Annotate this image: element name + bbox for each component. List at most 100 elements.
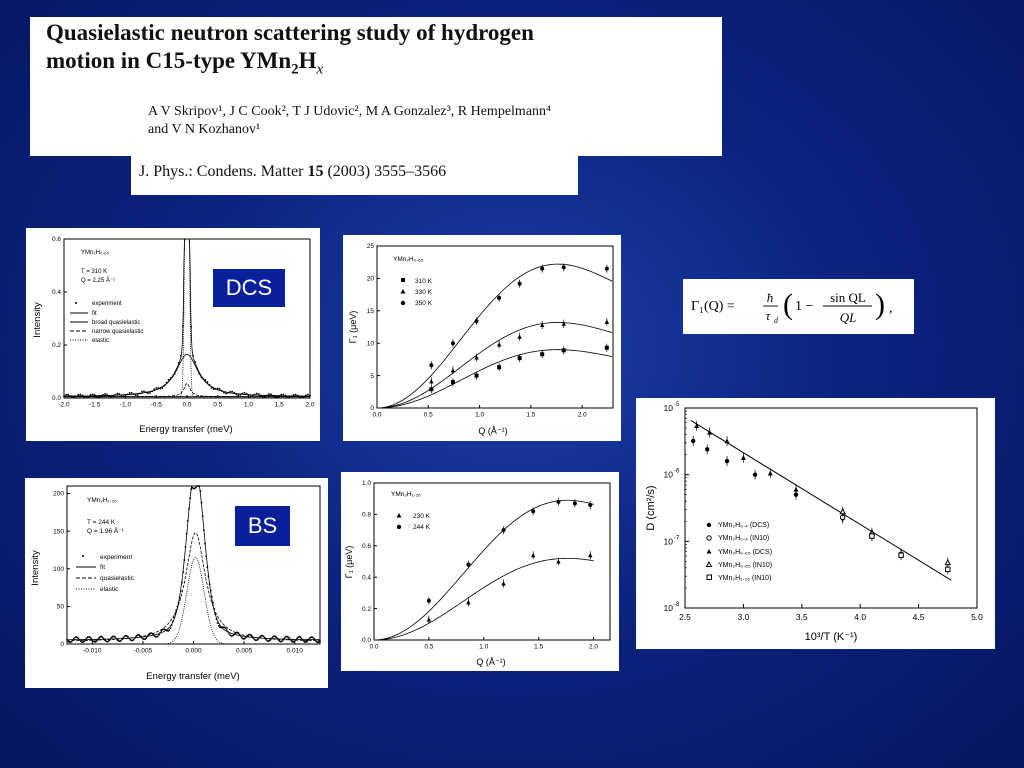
dcs-data-point: [233, 391, 236, 394]
bs-data-point: [237, 632, 240, 634]
paper-title-line-2: motion in C15-type YMn2Hx: [46, 47, 534, 84]
legend-bs-experiment: experiment: [100, 554, 132, 561]
bs-gamma-xtick-label: 1.5: [534, 644, 543, 651]
bs-data-point: [97, 638, 99, 641]
dcs-data-point: [280, 393, 283, 396]
dcs-data-point: [214, 388, 217, 390]
bs-data-point: [268, 639, 271, 642]
bs-data-point: [204, 542, 206, 545]
bs-data-point: [120, 639, 122, 642]
bs-data-point: [244, 637, 247, 640]
dcs-data-point: [192, 354, 195, 357]
dcs-data-point: [206, 381, 209, 383]
bs-gamma-point: [556, 499, 561, 504]
bs-spectrum-temperature: T = 244 K: [87, 519, 116, 526]
dcs-gamma-ytick-label: 20: [367, 276, 375, 283]
dcs-spectrum-xlabel: Energy transfer (meV): [139, 424, 232, 435]
bs-data-point: [258, 637, 260, 639]
legend-350k: 350 K: [415, 300, 433, 307]
dcs-data-point: [167, 378, 170, 381]
bs-gamma-ytick-label: 1.0: [362, 480, 371, 487]
dcs-gamma-panel: 0.0 0.5 1.0 1.5 2.0 0 5 10 15 20 25 YMn₂H₀.₆₅ 310 …: [343, 235, 621, 441]
bs-data-point: [262, 635, 265, 638]
dcs-gamma-ytick-label: 5: [370, 373, 374, 380]
dcs-data-point: [77, 393, 80, 396]
bs-data-point: [78, 639, 81, 641]
legend-marker-bs-experiment: [82, 555, 84, 557]
bs-gamma-ytick-label: 0.0: [362, 637, 371, 644]
legend-bs-fit: fit: [100, 564, 105, 571]
bs-data-point: [83, 640, 86, 643]
dcs-gamma-ytick-label: 25: [367, 243, 375, 250]
bs-data-point: [217, 624, 220, 627]
dcs-data-point: [112, 395, 115, 398]
bs-data-point: [232, 633, 235, 636]
dcs-spectrum-chart: -2.0 -1.5 -1.0 -0.5 0.0 0.5 1.0 1.5 2.0 0.0 0.2 0.4…: [32, 236, 315, 435]
dcs-gamma-xtick-label: 0.5: [424, 412, 433, 419]
diffusion-point: [740, 455, 746, 460]
bs-spectrum-sample: YMn₂H₁.₂₆: [87, 497, 117, 504]
dcs-data-point: [171, 375, 174, 378]
dcs-data-point: [122, 395, 125, 398]
legend-marker-230k: [396, 513, 402, 518]
dcs-gamma-point: [450, 368, 456, 373]
equation-sin: sin QL: [830, 290, 866, 305]
bs-label: BS: [234, 505, 291, 547]
bs-data-point: [207, 575, 210, 578]
bs-data-point: [250, 634, 252, 637]
legend-244k: 244 K: [413, 524, 431, 531]
bs-gamma-point: [466, 599, 471, 605]
bs-data-point: [146, 635, 149, 638]
dcs-data-point: [225, 392, 227, 395]
diffusion-point: [944, 558, 952, 566]
dcs-gamma-point: [517, 281, 522, 286]
bs-data-point: [108, 639, 111, 641]
dcs-data-point: [218, 387, 221, 390]
bs-data-point: [183, 559, 186, 561]
bs-data-point: [213, 607, 216, 610]
dcs-gamma-point: [429, 379, 434, 384]
bs-spectrum-xtick-label: 0.000: [185, 648, 202, 655]
dcs-data-point: [71, 396, 74, 399]
dcs-spectrum-q: Q = 2.25 Å⁻¹: [81, 277, 115, 284]
bs-data-point: [296, 637, 298, 640]
dcs-data-point: [114, 393, 117, 396]
bs-data-point: [190, 488, 193, 491]
bs-data-point: [170, 624, 173, 627]
dcs-data-point: [81, 394, 84, 397]
dcs-data-point: [300, 396, 303, 399]
legend-marker-310k: [401, 278, 405, 282]
bs-data-point: [94, 640, 97, 643]
dcs-gamma-point: [497, 365, 502, 370]
dcs-gamma-point: [450, 341, 455, 346]
dcs-data-point: [175, 368, 178, 371]
bs-data-point: [275, 636, 278, 639]
diffusion-point: [793, 492, 799, 497]
bs-data-point: [251, 635, 254, 638]
bs-spectrum-chart: -0.010 -0.005 0.000 0.005 0.010050100150200 …: [30, 485, 321, 682]
equation-one-minus: 1 −: [795, 299, 814, 314]
dcs-data-point: [241, 392, 244, 395]
bs-data-point: [186, 519, 189, 522]
bs-spectrum-xtick-label: -0.005: [134, 648, 153, 655]
bs-data-point: [156, 635, 159, 638]
dcs-gamma-xtick-label: 1.0: [475, 412, 484, 419]
bs-data-point: [299, 636, 302, 639]
dcs-data-point: [243, 391, 246, 394]
bs-data-point: [168, 629, 171, 631]
legend-marker-d5: [706, 574, 712, 580]
dcs-gamma-legend: 310 K 330 K 350 K: [400, 278, 433, 307]
diffusion-ylabel: D (cm²/s): [645, 485, 657, 530]
dcs-data-point: [229, 390, 231, 393]
bs-data-point: [283, 637, 286, 640]
diffusion-panel: 2.5 3.0 3.5 4.0 4.5 5.0 10 -5 10 -6 10 -7 10 -8 YMn₂H…: [636, 398, 995, 649]
paper-title-line-1: Quasielastic neutron scattering study of…: [46, 20, 534, 45]
bs-gamma-point: [556, 559, 561, 564]
bs-data-point: [84, 638, 87, 641]
journal-pages: (2003) 3555–3566: [323, 163, 447, 180]
bs-data-point: [294, 638, 297, 641]
dcs-data-point: [116, 392, 119, 395]
bs-data-point: [174, 612, 177, 615]
bs-data-point: [128, 637, 130, 640]
bs-data-point: [293, 640, 296, 643]
